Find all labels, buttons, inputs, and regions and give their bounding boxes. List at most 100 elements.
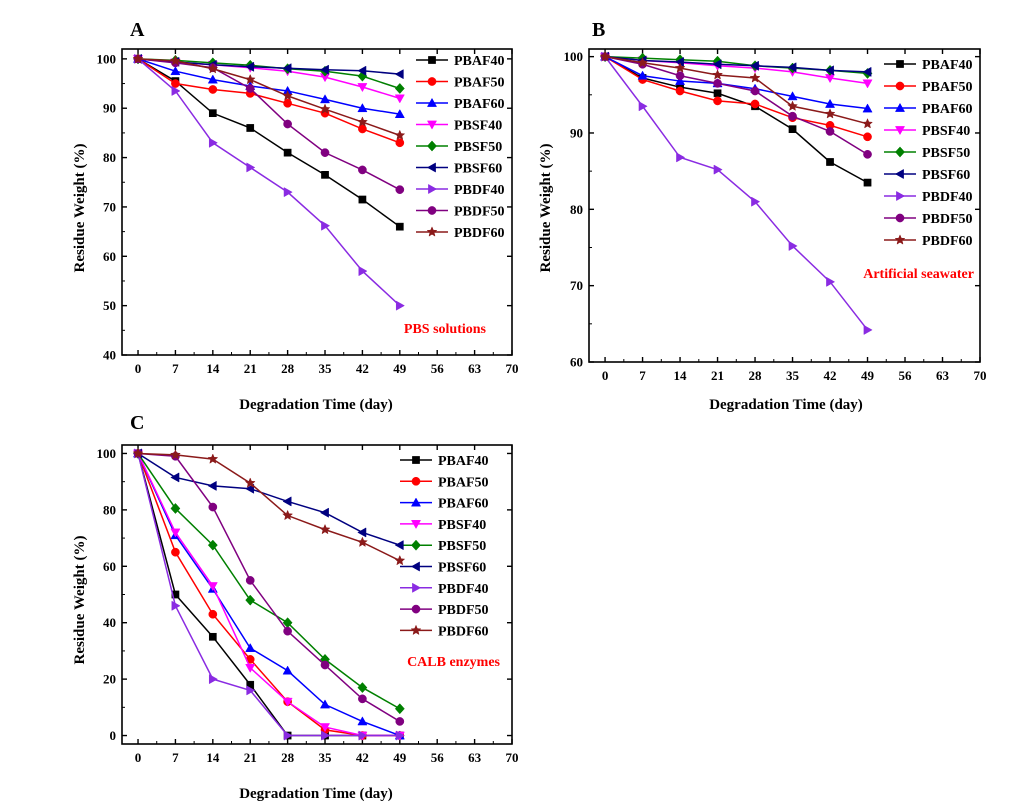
panel-c-legend-entry: PBAF60 <box>400 497 489 512</box>
panel-a-data-point <box>319 103 331 114</box>
panel-b-legend-label: PBSF60 <box>922 168 970 183</box>
panel-c-legend-marker <box>410 561 420 572</box>
panel-c-legend-label: PBDF60 <box>438 624 489 639</box>
panel-b-y-tick-label: 80 <box>570 202 583 217</box>
panel-b-legend-entry: PBAF60 <box>884 102 973 117</box>
panel-b-annotation: Artificial seawater <box>863 267 974 282</box>
panel-a-data-point <box>282 90 294 101</box>
panel-b-x-tick-label: 14 <box>674 368 688 383</box>
panel-a-data-point <box>395 138 405 148</box>
panel-a-y-tick-label: 80 <box>103 150 116 165</box>
panel-c-y-axis-title: Residue Weight (%) <box>72 536 88 665</box>
panel-b-data-point <box>862 118 873 129</box>
panel-c-series-line <box>137 453 400 737</box>
panel-a-legend-label: PBSF50 <box>454 140 502 155</box>
panel-c-data-point <box>357 716 368 726</box>
panel-b-data-point <box>713 164 723 175</box>
panel-a-legend-marker <box>426 226 438 237</box>
panel-b-y-tick-label: 60 <box>570 355 583 370</box>
panel-a-data-point <box>357 83 368 93</box>
panel-a-data-point <box>358 124 367 134</box>
panel-a-x-tick-label: 42 <box>356 361 369 376</box>
panel-a-data-point <box>283 119 292 129</box>
panel-b-x-tick-label: 35 <box>786 368 800 383</box>
panel-b-frame <box>588 48 981 363</box>
panel-c-data-point <box>356 536 368 547</box>
panel-b-series-line <box>604 55 868 110</box>
panel-b-x-tick-label: 0 <box>602 368 609 383</box>
panel-c-data-point <box>358 694 367 704</box>
panel-a-frame <box>121 48 513 356</box>
panel-a-legend-entry: PBAF40 <box>416 54 505 69</box>
panel-c-data-point <box>283 626 292 636</box>
panel-a-data-point <box>208 109 217 118</box>
panel-c-x-tick-label: 14 <box>206 750 220 765</box>
panel-c-legend-entry: PBDF40 <box>400 582 489 597</box>
panel-c-data-point <box>245 663 256 673</box>
panel-b-legend-entry: PBAF40 <box>884 58 973 73</box>
panel-c-data-point <box>245 576 255 585</box>
panel-c-data-point <box>170 502 181 514</box>
panel-a-legend-label: PBSF40 <box>454 119 502 134</box>
panel-a-data-point <box>282 63 292 74</box>
panel-c-data-point <box>207 582 218 592</box>
panel-c-x-axis-title: Degradation Time (day) <box>239 786 393 802</box>
panel-a-data-point <box>208 137 218 148</box>
panel-b-x-tick-label: 7 <box>639 368 646 383</box>
panel-b-x-tick-label: 21 <box>711 368 724 383</box>
panel-c-legend-entry: PBSF60 <box>400 561 486 576</box>
panel-b-data-point <box>862 79 873 89</box>
panel-a-data-point <box>319 64 329 75</box>
panel-a-data-point <box>358 165 367 175</box>
panel-c-data-point <box>319 507 329 518</box>
panel-c-y-tick-label: 40 <box>103 615 116 630</box>
panel-c-series-line <box>138 452 401 562</box>
panel-a-data-point <box>283 98 292 108</box>
panel-a-data-point <box>320 148 330 157</box>
panel-b-data-point <box>675 86 685 96</box>
panel-c-legend-label: PBAF60 <box>438 497 489 512</box>
panel-b-data-point <box>637 56 649 68</box>
panel-a-legend-marker <box>427 140 437 152</box>
panel-b-series-line <box>604 55 868 73</box>
panel-b-x-tick-label: 49 <box>861 368 875 383</box>
panel-a-data-point <box>283 187 293 198</box>
panel-c-data-point <box>282 665 293 675</box>
panel-b-letter: B <box>592 19 605 41</box>
panel-c: C 0 7 14 21 28 35 42 49 56 63 70 0 20 40 60 80 100 PBAF40… <box>72 412 519 802</box>
panel-c-legend-entry: PBAF50 <box>400 475 489 490</box>
panel-c-series-pbsf50 <box>133 447 405 715</box>
panel-a-legend-marker <box>426 120 438 130</box>
panel-b-legend-label: PBAF40 <box>922 58 973 73</box>
panel-b-data-point <box>863 150 872 159</box>
panel-a-legend-entry: PBAF50 <box>416 76 505 91</box>
panel-b-data-point <box>825 98 836 108</box>
panel-c-y-tick-label: 100 <box>97 446 117 461</box>
panel-b-data-point <box>824 108 836 119</box>
panel-c-x-tick-label: 0 <box>135 750 142 765</box>
panel-c-data-point <box>245 594 256 606</box>
panel-a-x-tick-label: 49 <box>393 361 407 376</box>
panel-c-data-point <box>394 540 404 551</box>
panel-a-series-line <box>137 58 401 137</box>
panel-c-legend-entry: PBAF40 <box>400 454 489 469</box>
panel-c-legend-entry: PBSF40 <box>400 518 486 533</box>
panel-c-series-line <box>137 452 401 546</box>
panel-b-legend-label: PBDF60 <box>922 234 973 249</box>
panel-c-data-point <box>245 642 256 652</box>
panel-c-x-tick-label: 21 <box>244 750 257 765</box>
panel-b-legend-marker <box>896 60 904 68</box>
panel-c-data-point <box>208 502 218 512</box>
panel-a-y-tick-label: 60 <box>103 249 116 264</box>
panel-c-legend-marker <box>411 604 421 614</box>
panel-c-legend-entry: PBDF50 <box>400 603 489 618</box>
panel-a-series-line <box>137 58 401 228</box>
panel-b-legend-marker <box>894 126 906 136</box>
panel-a-data-point <box>245 61 255 72</box>
panel-c-data-point <box>319 723 331 733</box>
panel-b-data-point <box>712 59 722 70</box>
panel-b-data-point <box>788 240 798 251</box>
panel-c-data-point <box>357 682 368 694</box>
panel-c-legend-marker <box>411 539 421 551</box>
panel-b-series-pbdf40 <box>601 51 873 335</box>
